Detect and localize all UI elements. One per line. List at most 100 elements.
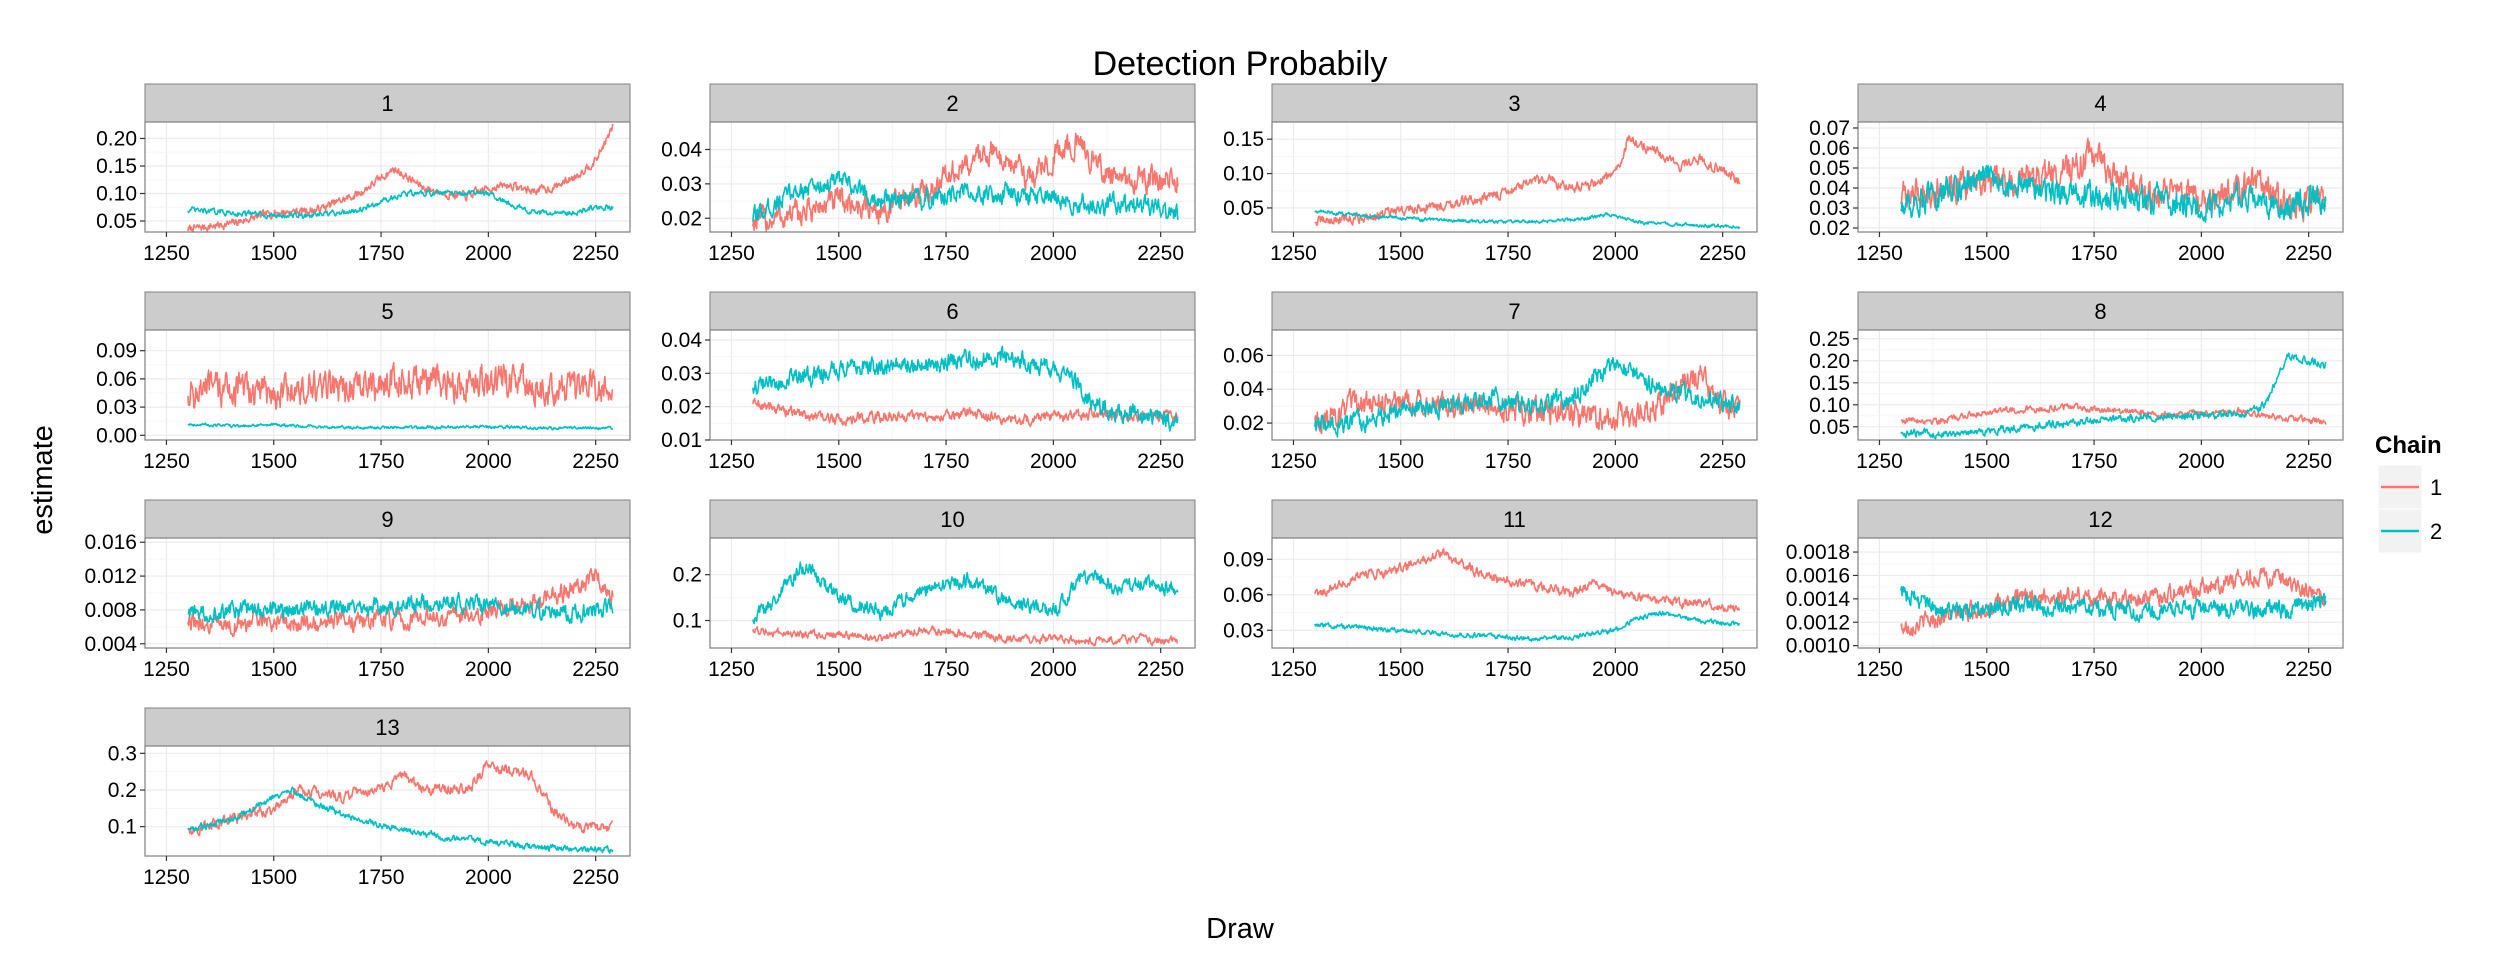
x-tick-label: 1500 (1377, 242, 1424, 265)
legend-items: 12 (2377, 464, 2442, 554)
x-tick-label: 2250 (1137, 450, 1184, 473)
facet-strip-label: 11 (1503, 507, 1526, 532)
x-tick-label: 2000 (465, 658, 512, 681)
y-tick-label: 0.012 (84, 565, 137, 588)
y-tick-label: 0.05 (1809, 157, 1850, 180)
facet-strip (1271, 291, 1758, 331)
facet-strip (709, 83, 1196, 123)
trace-chain-2 (752, 561, 1179, 625)
panel-border (144, 329, 631, 441)
facet-panel-7: 7 0.02 0.04 0.06 1250 1500 1750 2000 2250 (1223, 291, 1758, 473)
facet-strip-label: 8 (2094, 299, 2106, 324)
x-tick-label: 2000 (1592, 658, 1639, 681)
y-tick-label: 0.01 (661, 429, 702, 452)
legend-title: Chain (2375, 432, 2442, 459)
trace-chain-2 (1314, 209, 1741, 230)
facet-panel-10: 10 0.1 0.2 1250 1500 1750 2000 2250 (673, 499, 1196, 681)
y-tick-label: 0.0010 (1786, 635, 1850, 658)
x-tick-label: 2250 (572, 658, 619, 681)
y-tick-label: 0.20 (1809, 350, 1850, 373)
x-tick-label: 1750 (358, 242, 405, 265)
x-tick-label: 1250 (1270, 242, 1317, 265)
x-tick-label: 1500 (1963, 242, 2010, 265)
panel-border (144, 745, 631, 857)
trace-chain-2 (752, 170, 1179, 222)
x-tick-label: 1500 (1377, 658, 1424, 681)
x-tick-label: 1750 (358, 866, 405, 889)
trace-chain-1 (1900, 402, 2327, 426)
y-tick-label: 0.05 (96, 210, 137, 233)
x-tick-label: 1500 (250, 866, 297, 889)
x-tick-label: 1250 (1270, 450, 1317, 473)
x-tick-label: 2250 (572, 866, 619, 889)
trace-chain-2 (187, 786, 614, 854)
y-tick-label: 0.25 (1809, 328, 1850, 351)
facet-strip-label: 1 (381, 91, 393, 116)
trace-chain-1 (187, 760, 614, 837)
y-tick-label: 0.0014 (1786, 588, 1851, 611)
panel-border (144, 121, 631, 233)
x-tick-label: 2250 (2285, 450, 2332, 473)
x-tick-label: 1750 (1485, 658, 1532, 681)
y-axis-label: estimate (27, 425, 59, 535)
y-tick-label: 0.04 (1809, 177, 1850, 200)
y-tick-label: 0.02 (1223, 412, 1264, 435)
facet-strip-label: 10 (940, 507, 964, 532)
x-tick-label: 2000 (1592, 450, 1639, 473)
trace-chain-1 (1314, 547, 1741, 613)
x-tick-label: 2250 (1699, 242, 1746, 265)
trace-chain-1 (187, 567, 614, 638)
x-tick-label: 1500 (250, 242, 297, 265)
y-tick-label: 0.04 (661, 329, 702, 352)
x-tick-label: 1250 (143, 450, 190, 473)
x-tick-label: 2000 (2178, 450, 2225, 473)
facet-strip (1857, 83, 2344, 123)
x-tick-label: 1500 (250, 450, 297, 473)
facet-panel-2: 2 0.02 0.03 0.04 1250 1500 1750 2000 2250 (661, 83, 1196, 265)
x-tick-label: 1250 (708, 450, 755, 473)
facet-strip-label: 6 (946, 299, 958, 324)
y-tick-label: 0.2 (108, 779, 137, 802)
x-tick-label: 1250 (1856, 658, 1903, 681)
x-tick-label: 1750 (358, 658, 405, 681)
y-tick-label: 0.02 (1809, 217, 1850, 240)
facet-strip-label: 3 (1508, 91, 1520, 116)
trace-chain-2 (1314, 610, 1741, 642)
x-tick-label: 1250 (708, 658, 755, 681)
trace-chain-2 (752, 345, 1179, 432)
y-tick-label: 0.15 (1809, 372, 1850, 395)
trace-chain-1 (752, 132, 1179, 233)
panel-border (1271, 329, 1758, 441)
legend-item-2: 2 (2377, 508, 2442, 554)
facet-strip (709, 291, 1196, 331)
panel-border (1857, 537, 2344, 649)
y-tick-label: 0.016 (84, 531, 137, 554)
y-tick-label: 0.03 (1223, 619, 1264, 642)
x-tick-label: 2000 (2178, 658, 2225, 681)
x-tick-label: 2000 (2178, 242, 2225, 265)
y-tick-label: 0.00 (96, 424, 137, 447)
y-tick-label: 0.10 (1809, 394, 1850, 417)
y-tick-label: 0.09 (96, 340, 137, 363)
x-tick-label: 2250 (2285, 242, 2332, 265)
trace-chain-1 (752, 625, 1179, 647)
y-tick-label: 0.05 (1223, 197, 1264, 220)
x-tick-label: 1750 (2071, 658, 2118, 681)
plot-area (1858, 330, 2343, 440)
facet-strip-label: 9 (381, 507, 393, 532)
panel-border (1271, 537, 1758, 649)
x-tick-label: 1500 (1963, 450, 2010, 473)
x-tick-label: 1250 (143, 242, 190, 265)
y-tick-label: 0.15 (1223, 128, 1264, 151)
facet-strip-label: 12 (2088, 507, 2112, 532)
panel-border (709, 537, 1196, 649)
y-tick-label: 0.0016 (1786, 564, 1850, 587)
panel-border (709, 121, 1196, 233)
y-tick-label: 0.20 (96, 128, 137, 151)
facet-panel-3: 3 0.05 0.10 0.15 1250 1500 1750 2000 2250 (1223, 83, 1758, 265)
x-tick-label: 1500 (1377, 450, 1424, 473)
x-axis-label: Draw (1206, 913, 1275, 945)
x-tick-label: 2250 (1137, 658, 1184, 681)
trace-chain-2 (187, 189, 614, 220)
